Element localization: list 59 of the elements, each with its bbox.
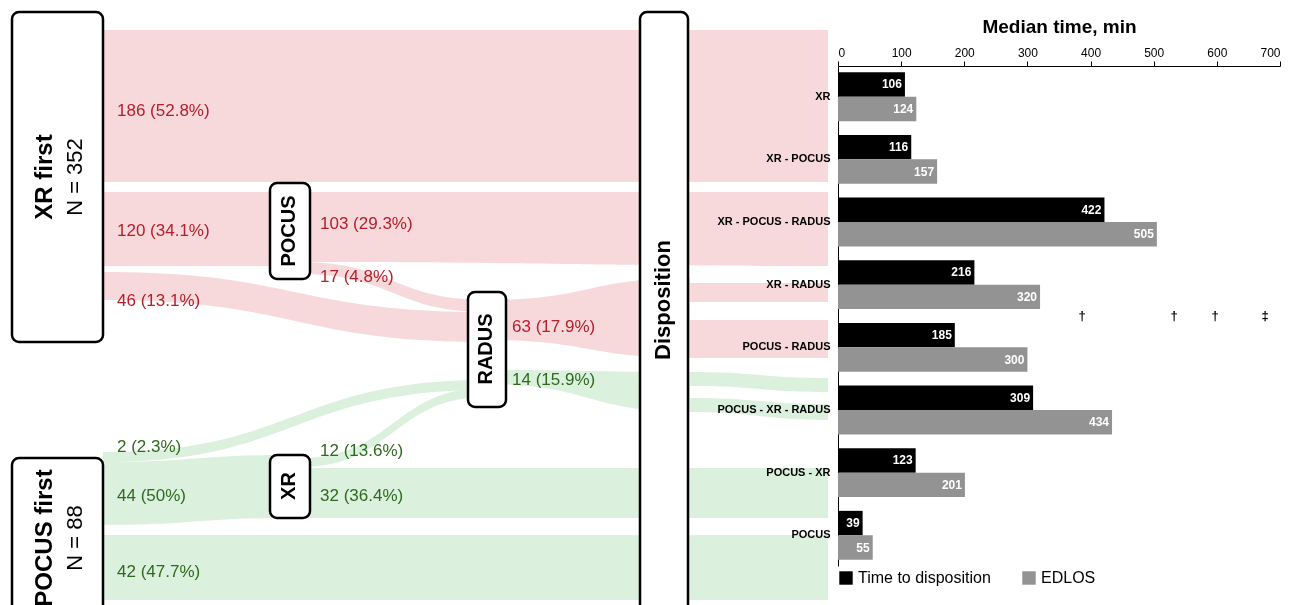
data-label: 309 <box>1010 390 1031 405</box>
x-tick-label: 200 <box>954 45 976 60</box>
text: 14 (15.9%) <box>512 370 596 390</box>
data-label: 320 <box>1017 289 1038 304</box>
data-label: 39 <box>846 516 860 531</box>
data-label: 123 <box>892 453 913 468</box>
data-label: 300 <box>1004 352 1025 367</box>
text: 2 (2.3%) <box>117 437 182 457</box>
text: 186 (52.8%) <box>117 101 210 121</box>
text: POCUS <box>277 195 300 267</box>
x-tick-label: 700 <box>1260 45 1281 60</box>
data-label: 185 <box>931 328 953 343</box>
y-tick-label: XR - POCUS - RADUS <box>717 215 831 228</box>
y-tick-label: POCUS <box>791 528 831 541</box>
text: 17 (4.8%) <box>320 267 394 287</box>
text: N = 352 <box>61 138 87 216</box>
x-tick-label: 300 <box>1017 45 1039 60</box>
y-tick-label: XR <box>815 89 831 102</box>
legend-label: EDLOS <box>1041 569 1096 586</box>
text: 12 (13.6%) <box>320 441 404 461</box>
text: 103 (29.3%) <box>320 214 413 234</box>
text: 32 (36.4%) <box>320 486 404 506</box>
y-tick-label: POCUS - RADUS <box>742 340 831 353</box>
annotation: † <box>1170 308 1178 323</box>
text: XR <box>277 471 300 500</box>
data-label: 422 <box>1081 202 1102 217</box>
x-tick-label: 600 <box>1207 45 1228 60</box>
data-label: 216 <box>951 265 972 280</box>
annotation: † <box>1211 308 1219 323</box>
text: 46 (13.1%) <box>117 291 201 311</box>
text: 42 (47.7%) <box>117 562 201 582</box>
legend-label: Time to disposition <box>858 569 991 586</box>
x-tick-label: 0 <box>838 45 846 60</box>
y-tick-label: XR - POCUS <box>766 152 831 165</box>
annotation: † <box>1078 308 1086 323</box>
text: POCUS first <box>30 469 58 605</box>
y-tick-label: XR - RADUS <box>766 277 831 290</box>
text: Disposition <box>649 240 675 360</box>
x-tick-label: 400 <box>1081 45 1102 60</box>
data-label: 106 <box>881 77 903 92</box>
text: N = 88 <box>61 505 87 571</box>
text: 44 (50%) <box>117 486 186 506</box>
text: XR first <box>30 134 58 220</box>
data-label: 116 <box>888 140 909 155</box>
data-label: 55 <box>856 540 871 555</box>
y-tick-label: POCUS - XR <box>766 465 831 478</box>
text: 63 (17.9%) <box>512 317 596 337</box>
annotation: ‡ <box>1261 308 1269 323</box>
data-label: 201 <box>941 477 963 492</box>
text: 120 (34.1%) <box>117 221 210 241</box>
x-tick-label: 500 <box>1144 45 1165 60</box>
x-axis-title: Median time, min <box>982 15 1137 37</box>
x-tick-label: 100 <box>891 45 912 60</box>
data-label: 505 <box>1133 227 1155 242</box>
text: RADUS <box>474 313 497 385</box>
data-label: 434 <box>1089 415 1110 430</box>
data-label: 124 <box>893 101 914 116</box>
y-tick-label: POCUS - XR - RADUS <box>717 402 831 415</box>
data-label: 157 <box>914 164 935 179</box>
